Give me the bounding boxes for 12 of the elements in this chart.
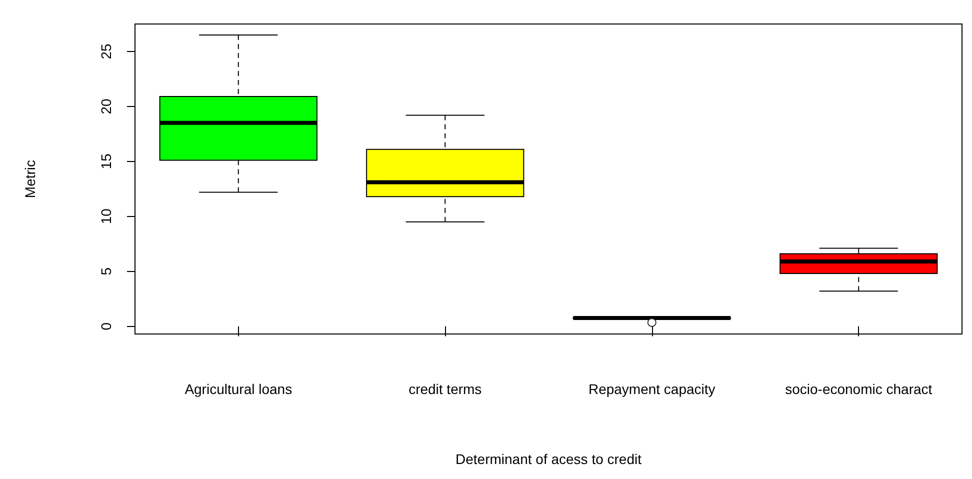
x-axis-title: Determinant of acess to credit [456,451,642,467]
x-tick-label: credit terms [408,381,482,397]
y-axis-title: Metric [22,160,38,198]
y-tick-label: 10 [98,208,114,224]
y-tick-label: 20 [98,98,114,114]
y-tick-label: 0 [98,322,114,330]
x-tick-label: socio-economic charact [785,381,932,397]
y-tick-label: 15 [98,153,114,170]
x-tick-label: Agricultural loans [184,381,292,397]
y-tick-label: 5 [98,267,114,276]
y-tick-label: 25 [98,43,114,60]
x-tick-label: Repayment capacity [588,381,716,397]
